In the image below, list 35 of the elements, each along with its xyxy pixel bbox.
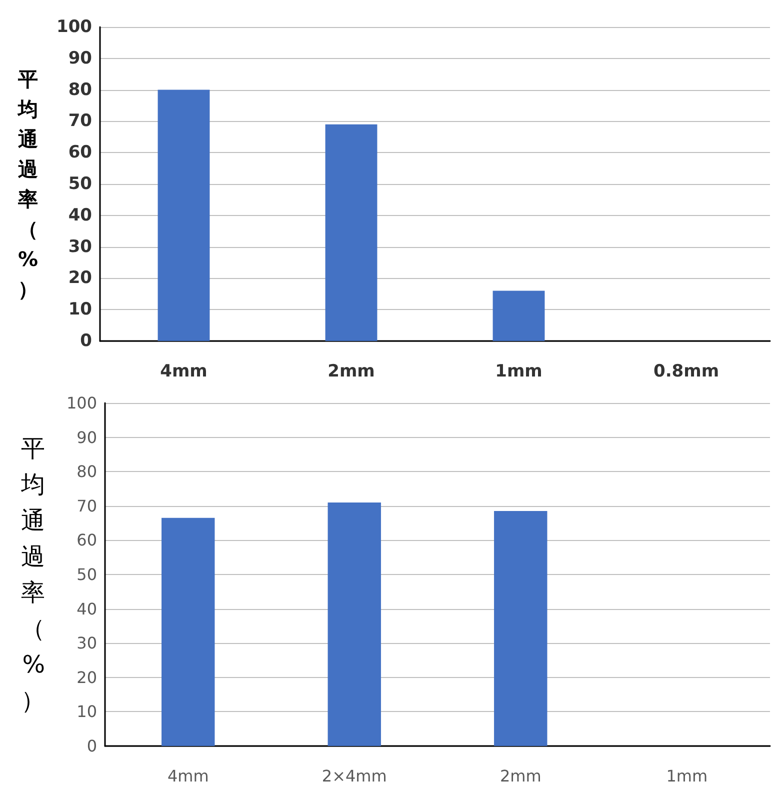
- y-tick-label: 100: [66, 394, 97, 412]
- x-tick-label: 4mm: [167, 766, 209, 786]
- y-tick-label: 70: [76, 496, 97, 516]
- x-tick-label: 4mm: [160, 362, 208, 382]
- bar: [325, 124, 378, 341]
- y-tick-label: 40: [68, 205, 92, 226]
- y-tick-label: 80: [76, 462, 97, 482]
- y-axis-title: 平均通過率（%）: [17, 67, 38, 301]
- y-tick-label: 50: [76, 565, 97, 584]
- y-axis-title: 平均通過率（%）: [20, 434, 45, 714]
- y-tick-label: 10: [76, 702, 97, 722]
- y-tick-label: 70: [68, 111, 92, 132]
- y-tick-label: 0: [80, 331, 92, 351]
- y-tick-label: 30: [76, 634, 97, 653]
- y-tick-label: 10: [68, 300, 92, 320]
- x-tick-label: 1mm: [495, 362, 542, 382]
- y-tick-label: 30: [68, 236, 92, 257]
- x-tick-label: 2×4mm: [322, 766, 387, 786]
- bar: [492, 290, 545, 341]
- y-tick-label: 0: [86, 736, 97, 756]
- y-tick-label: 100: [56, 17, 92, 37]
- y-tick-label: 20: [68, 268, 92, 288]
- x-tick-label: 2mm: [328, 362, 375, 382]
- y-tick-label: 60: [68, 142, 92, 163]
- x-tick-label: 0.8mm: [653, 362, 720, 382]
- x-tick-label: 1mm: [666, 766, 708, 786]
- y-tick-label: 40: [76, 599, 97, 618]
- y-tick-label: 90: [68, 48, 92, 68]
- y-tick-label: 80: [68, 80, 92, 100]
- x-tick-label: 2mm: [500, 766, 542, 786]
- bar: [158, 90, 210, 341]
- y-tick-label: 90: [76, 428, 97, 447]
- y-tick-label: 20: [76, 668, 97, 687]
- y-tick-label: 60: [76, 530, 97, 550]
- y-tick-label: 50: [68, 174, 92, 194]
